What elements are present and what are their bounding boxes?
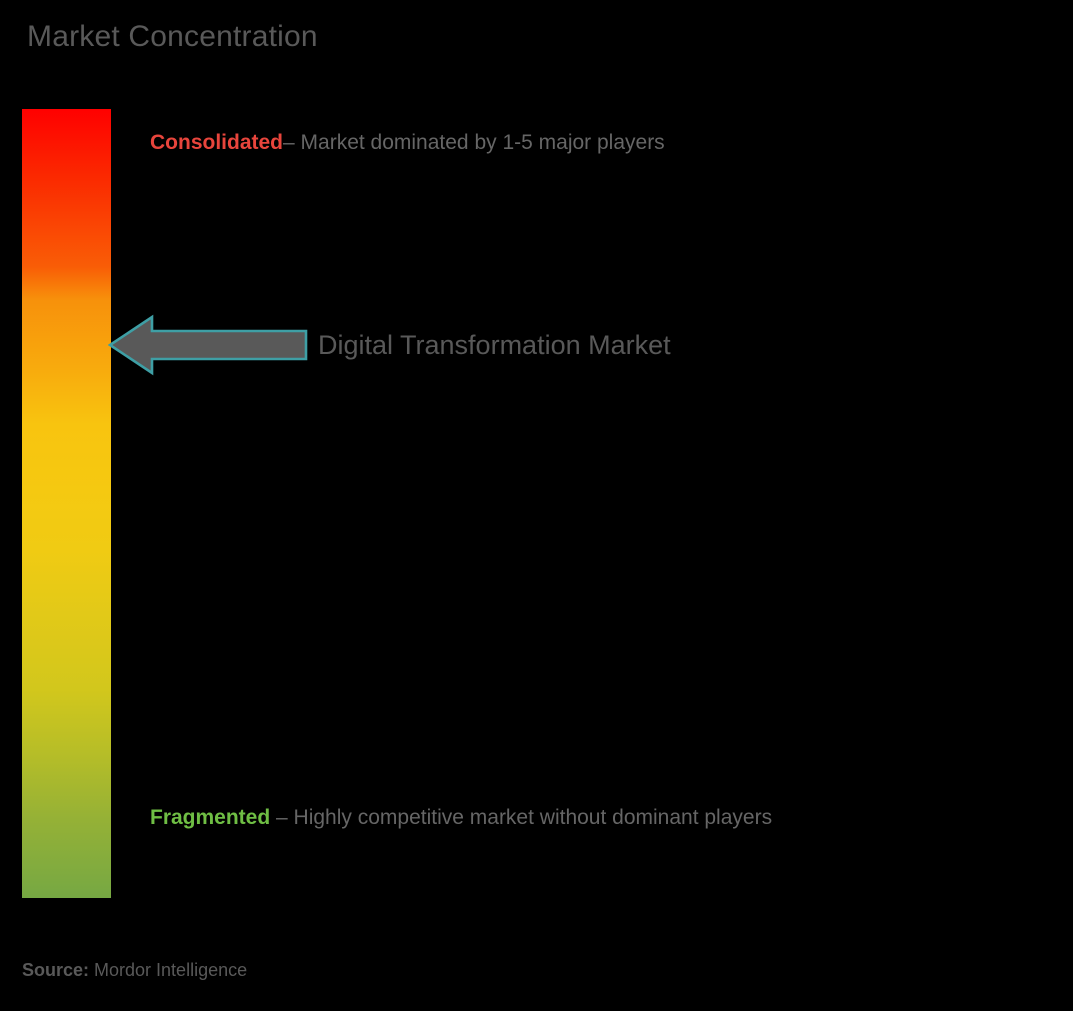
page-title: Market Concentration — [27, 20, 318, 53]
legend-fragmented-description: – Highly competitive market without domi… — [270, 806, 773, 829]
source-line: Source: Mordor Intelligence — [22, 960, 247, 981]
market-concentration-gradient-bar — [22, 109, 111, 898]
legend-consolidated-key: Consolidated — [150, 131, 284, 154]
legend-consolidated-description: – Market dominated by 1-5 major players — [283, 131, 665, 154]
source-label: Source: — [22, 960, 90, 980]
legend-fragmented: Fragmented – Highly competitive market w… — [150, 788, 850, 847]
legend-consolidated: Consolidated– Market dominated by 1-5 ma… — [150, 113, 850, 172]
left-arrow-icon — [107, 313, 308, 377]
source-value: Mordor Intelligence — [89, 960, 248, 980]
legend-fragmented-key: Fragmented — [150, 806, 271, 829]
marker-label-digital-transformation-market: Digital Transformation Market — [318, 330, 671, 360]
